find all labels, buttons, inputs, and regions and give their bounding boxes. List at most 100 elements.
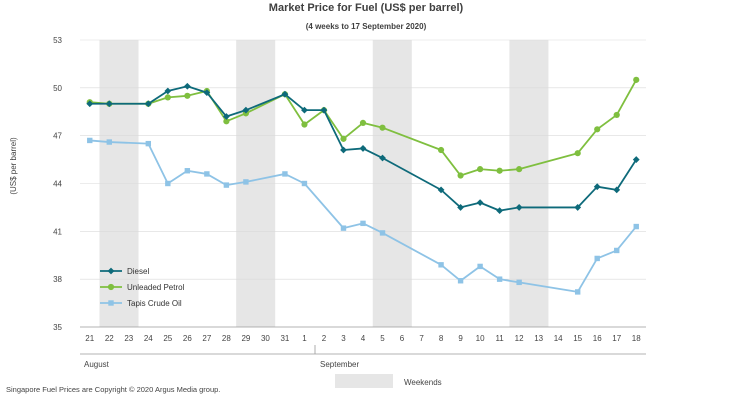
data-point-diesel xyxy=(496,207,504,215)
data-point-unleaded-petrol xyxy=(437,146,445,154)
data-point-tapis-crude-oil xyxy=(301,180,308,187)
x-tick-label: 24 xyxy=(144,334,153,343)
data-point-tapis-crude-oil xyxy=(594,255,600,262)
chart-title: Market Price for Fuel (US$ per barrel) xyxy=(269,2,464,14)
legend-label-unleaded-petrol: Unleaded Petrol xyxy=(127,283,185,292)
data-point-diesel xyxy=(340,146,347,154)
data-point-unleaded-petrol xyxy=(379,124,386,131)
data-point-tapis-crude-oil xyxy=(516,279,522,286)
data-point-unleaded-petrol xyxy=(184,92,191,99)
data-point-unleaded-petrol xyxy=(359,119,367,127)
x-tick-label: 31 xyxy=(280,334,289,343)
data-point-diesel xyxy=(105,100,113,108)
legend-marker-unleaded-petrol xyxy=(107,283,115,291)
data-point-unleaded-petrol xyxy=(477,166,484,173)
x-tick-label: 14 xyxy=(554,334,563,343)
data-point-diesel xyxy=(476,199,484,207)
series-line-unleaded-petrol xyxy=(89,79,638,177)
weekends-legend-label: Weekends xyxy=(404,378,442,387)
x-axis-ticks: 21 22 23 24 25 26 27 28 29 30 31 1 2 3 4 5 6 7 8 9 10 11 12 13 1… xyxy=(85,334,641,343)
y-tick-label: 50 xyxy=(53,84,62,93)
x-tick-label: 21 xyxy=(85,334,94,343)
data-point-tapis-crude-oil xyxy=(145,140,152,147)
x-tick-label: 16 xyxy=(593,334,602,343)
copyright-note: Singapore Fuel Prices are Copyright © 20… xyxy=(6,385,220,394)
series-line-tapis-crude-oil xyxy=(89,139,637,293)
weekends-legend-swatch xyxy=(335,374,393,388)
data-point-unleaded-petrol xyxy=(223,118,230,125)
data-point-diesel xyxy=(203,89,211,97)
y-tick-label: 38 xyxy=(53,275,62,284)
x-tick-label: 18 xyxy=(632,334,641,343)
x-tick-label: 15 xyxy=(573,334,582,343)
y-tick-label: 35 xyxy=(53,323,62,332)
x-tick-label: 23 xyxy=(124,334,133,343)
x-tick-label: 28 xyxy=(222,334,231,343)
x-tick-label: 8 xyxy=(439,334,444,343)
data-point-diesel xyxy=(242,106,250,114)
data-point-diesel xyxy=(632,156,640,163)
data-point-tapis-crude-oil xyxy=(457,278,464,284)
data-point-diesel xyxy=(183,82,191,90)
data-point-diesel xyxy=(164,87,172,95)
x-tick-label: 27 xyxy=(202,334,211,343)
y-tick-label: 44 xyxy=(53,180,62,189)
data-point-tapis-crude-oil xyxy=(477,263,483,270)
data-point-unleaded-petrol xyxy=(457,172,464,179)
data-point-tapis-crude-oil xyxy=(574,289,581,295)
data-point-diesel xyxy=(593,183,601,191)
x-tick-label: 12 xyxy=(515,334,524,343)
x-tick-label: 10 xyxy=(476,334,485,343)
x-tick-label: 1 xyxy=(302,334,307,343)
data-point-tapis-crude-oil xyxy=(496,276,503,282)
data-point-diesel xyxy=(359,145,367,152)
data-point-unleaded-petrol xyxy=(164,94,171,101)
x-tick-label: 17 xyxy=(612,334,621,343)
legend-label-tapis-crude-oil: Tapis Crude Oil xyxy=(127,299,182,308)
data-point-unleaded-petrol xyxy=(633,76,640,83)
series-layer xyxy=(86,76,640,295)
data-point-unleaded-petrol xyxy=(496,167,503,174)
legend-marker-diesel xyxy=(107,267,115,275)
x-tick-label: 4 xyxy=(361,334,366,343)
data-point-diesel xyxy=(515,204,523,211)
y-tick-label: 53 xyxy=(53,36,62,45)
x-tick-label: 5 xyxy=(380,334,385,343)
month-label-september: September xyxy=(320,360,359,369)
y-tick-label: 41 xyxy=(53,227,62,236)
data-point-tapis-crude-oil xyxy=(614,247,620,254)
data-point-tapis-crude-oil xyxy=(360,220,366,227)
data-point-tapis-crude-oil xyxy=(106,139,112,145)
data-point-diesel xyxy=(301,106,308,114)
month-label-august: August xyxy=(84,360,110,369)
data-point-tapis-crude-oil xyxy=(243,179,249,185)
y-axis-ticks: 35 38 41 44 47 50 53 xyxy=(53,36,62,332)
x-tick-label: 29 xyxy=(241,334,250,343)
series-tapis-crude-oil xyxy=(87,137,639,295)
data-point-tapis-crude-oil xyxy=(87,137,93,144)
data-point-diesel xyxy=(281,90,289,98)
legend-label-diesel: Diesel xyxy=(127,267,149,276)
data-point-diesel xyxy=(144,100,152,108)
x-tick-label: 22 xyxy=(105,334,114,343)
data-point-diesel xyxy=(574,204,582,211)
x-tick-label: 6 xyxy=(400,334,405,343)
data-point-unleaded-petrol xyxy=(301,121,308,128)
data-point-unleaded-petrol xyxy=(340,135,347,142)
x-tick-label: 2 xyxy=(322,334,327,343)
x-tick-label: 9 xyxy=(458,334,463,343)
data-point-diesel xyxy=(437,186,445,194)
gridlines xyxy=(80,39,646,328)
legend-marker-tapis-crude-oil xyxy=(108,300,114,306)
data-point-tapis-crude-oil xyxy=(184,168,191,174)
y-tick-label: 47 xyxy=(53,132,62,141)
data-point-unleaded-petrol xyxy=(516,166,523,173)
data-point-unleaded-petrol xyxy=(594,126,601,133)
y-axis-label: (US$ per barrel) xyxy=(9,137,18,195)
x-tick-label: 11 xyxy=(495,334,504,343)
chart-subtitle: (4 weeks to 17 September 2020) xyxy=(306,22,427,31)
x-tick-label: 3 xyxy=(341,334,346,343)
data-point-tapis-crude-oil xyxy=(165,180,171,187)
x-tick-label: 13 xyxy=(534,334,543,343)
